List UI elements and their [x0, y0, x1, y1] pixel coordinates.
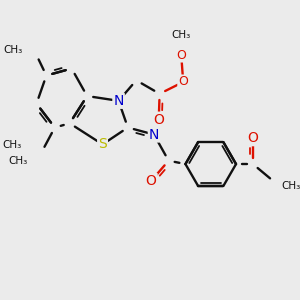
Text: N: N [149, 128, 159, 142]
Text: O: O [153, 113, 164, 127]
Text: O: O [146, 174, 157, 188]
Text: CH₃: CH₃ [3, 140, 22, 150]
Text: CH₃: CH₃ [3, 45, 22, 55]
Text: CH₃: CH₃ [9, 156, 28, 166]
Text: O: O [178, 76, 188, 88]
Text: O: O [248, 131, 258, 145]
Text: CH₃: CH₃ [281, 181, 300, 191]
Text: S: S [98, 137, 107, 152]
Text: CH₃: CH₃ [172, 30, 191, 40]
Text: O: O [176, 49, 186, 62]
Text: N: N [113, 94, 124, 108]
